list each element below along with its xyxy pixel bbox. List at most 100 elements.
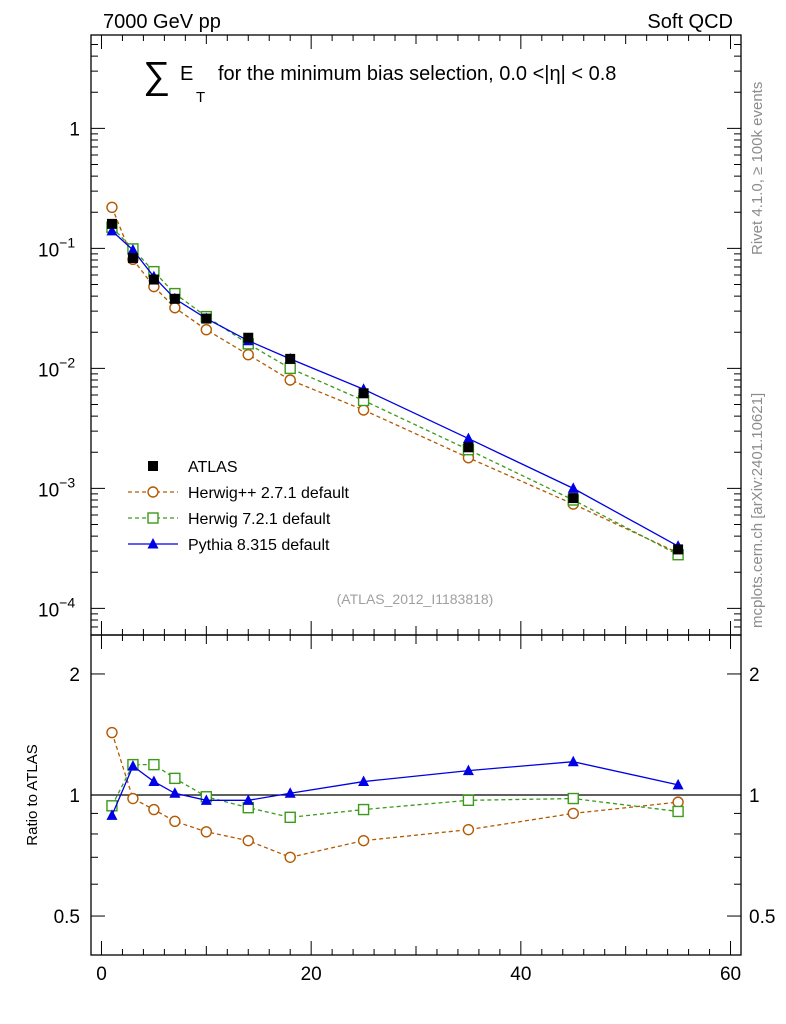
ratio-data-point (672, 805, 684, 818)
ratio-y-tick-label: 0.5 (54, 907, 80, 928)
watermark: (ATLAS_2012_I1183818) (337, 591, 494, 607)
ratio-series (106, 726, 684, 863)
ratio-data-point (148, 775, 160, 787)
main-data-point (462, 432, 474, 444)
main-data-point (673, 544, 684, 555)
x-tick-label: 60 (720, 964, 741, 985)
main-data-point (127, 253, 138, 264)
ratio-series-herwig-2-7-1-default (106, 726, 684, 863)
mcplots-label: mcplots.cern.ch [arXiv:2401.10621] (749, 393, 766, 628)
main-y-tick-label: 10−1 (38, 234, 75, 261)
ratio-data-point (106, 726, 118, 739)
ratio-data-point (284, 811, 296, 824)
title-subscript: T (196, 89, 205, 106)
ratio-data-point (242, 794, 254, 805)
main-data-point (284, 362, 296, 375)
main-series-line (111, 226, 679, 556)
ratio-y-axis-label: Ratio to ATLAS (24, 744, 41, 845)
ratio-data-point (672, 796, 684, 808)
main-series-atlas (106, 218, 684, 555)
ratio-data-point (462, 794, 475, 807)
ratio-data-point (127, 760, 139, 771)
main-data-point (169, 293, 180, 304)
main-series (106, 201, 684, 561)
ratio-data-point (357, 834, 370, 847)
main-data-point (357, 404, 370, 416)
x-tick-label: 20 (301, 964, 322, 985)
main-data-point (358, 388, 369, 399)
ratio-data-point (127, 792, 139, 805)
main-data-point (201, 313, 212, 324)
ratio-axes: 2 2 1 1 0.5 0.5 0 20 40 60 (54, 635, 775, 985)
ratio-series-pythia-8-315-default (106, 755, 684, 820)
legend-item: Herwig++ 2.7.1 default (128, 485, 350, 502)
title-text: for the minimum bias selection, 0.0 <|η|… (218, 63, 616, 85)
ratio-data-point (284, 787, 296, 798)
main-data-point (106, 218, 117, 229)
main-data-point (106, 201, 118, 213)
legend-label: Pythia 8.315 default (188, 537, 330, 554)
ratio-series-line (111, 761, 679, 816)
main-data-point (567, 482, 579, 493)
main-plot-title: ∑ E T for the minimum bias selection, 0.… (143, 55, 616, 106)
main-data-point (285, 353, 296, 364)
ratio-data-point (148, 803, 160, 816)
ratio-data-point (169, 772, 181, 785)
main-axes: 1 10−1 10−2 10−3 10−4 (38, 34, 741, 636)
main-data-point (200, 324, 213, 336)
main-y-tick-label: 10−2 (38, 354, 75, 381)
main-y-tick-label: 10−4 (38, 594, 75, 621)
title-variable: E (180, 63, 193, 85)
ratio-data-point (672, 778, 684, 790)
legend-label: Herwig++ 2.7.1 default (188, 485, 350, 502)
rivet-label: Rivet 4.1.0, ≥ 100k events (749, 82, 766, 255)
main-y-tick-label: 1 (69, 119, 80, 140)
title-sum-symbol: ∑ (143, 55, 170, 97)
legend-marker (147, 512, 159, 524)
main-data-point (284, 374, 296, 386)
ratio-y-tick-label-right: 0.5 (749, 907, 775, 928)
legend: ATLAS Herwig++ 2.7.1 default Herwig 7.2.1 … (128, 459, 350, 554)
header-left: 7000 GeV pp (103, 11, 221, 33)
legend-item: Herwig 7.2.1 default (128, 511, 331, 528)
legend-marker (147, 538, 159, 549)
header-right: Soft QCD (647, 11, 733, 33)
legend-marker (147, 486, 159, 498)
ratio-data-point (169, 787, 181, 798)
ratio-data-point (242, 834, 254, 847)
ratio-data-point (106, 809, 118, 820)
ratio-data-point (357, 803, 370, 816)
ratio-data-point (169, 815, 181, 828)
main-data-point (127, 243, 139, 255)
main-data-point (242, 349, 254, 361)
main-y-tick-label: 10−3 (38, 474, 75, 501)
legend-item: Pythia 8.315 default (128, 537, 330, 554)
ratio-data-point (462, 764, 474, 776)
legend-marker (148, 461, 158, 471)
legend-item: ATLAS (148, 459, 238, 476)
ratio-data-point (358, 775, 370, 787)
x-tick-label: 0 (96, 964, 107, 985)
main-data-point (463, 442, 474, 453)
main-series-line (111, 207, 679, 554)
ratio-data-point (148, 758, 160, 771)
main-series-herwig-7-2-1-default (106, 221, 684, 561)
ratio-y-tick-label-right: 1 (749, 786, 760, 807)
main-data-point (169, 302, 181, 314)
ratio-series-herwig-7-2-1-default (106, 758, 684, 824)
ratio-data-point (567, 755, 579, 767)
legend-label: Herwig 7.2.1 default (188, 511, 331, 528)
main-data-point (148, 274, 159, 285)
ratio-y-tick-label: 1 (69, 786, 80, 807)
ratio-data-point (200, 826, 213, 838)
legend-label: ATLAS (188, 459, 238, 476)
ratio-data-point (462, 823, 475, 836)
ratio-data-point (567, 792, 579, 805)
ratio-data-point (200, 794, 212, 805)
ratio-data-point (567, 807, 579, 820)
main-series-herwig-2-7-1-default (106, 201, 684, 559)
main-data-point (243, 332, 254, 343)
ratio-y-tick-label: 2 (69, 665, 80, 686)
x-tick-label: 40 (510, 964, 531, 985)
